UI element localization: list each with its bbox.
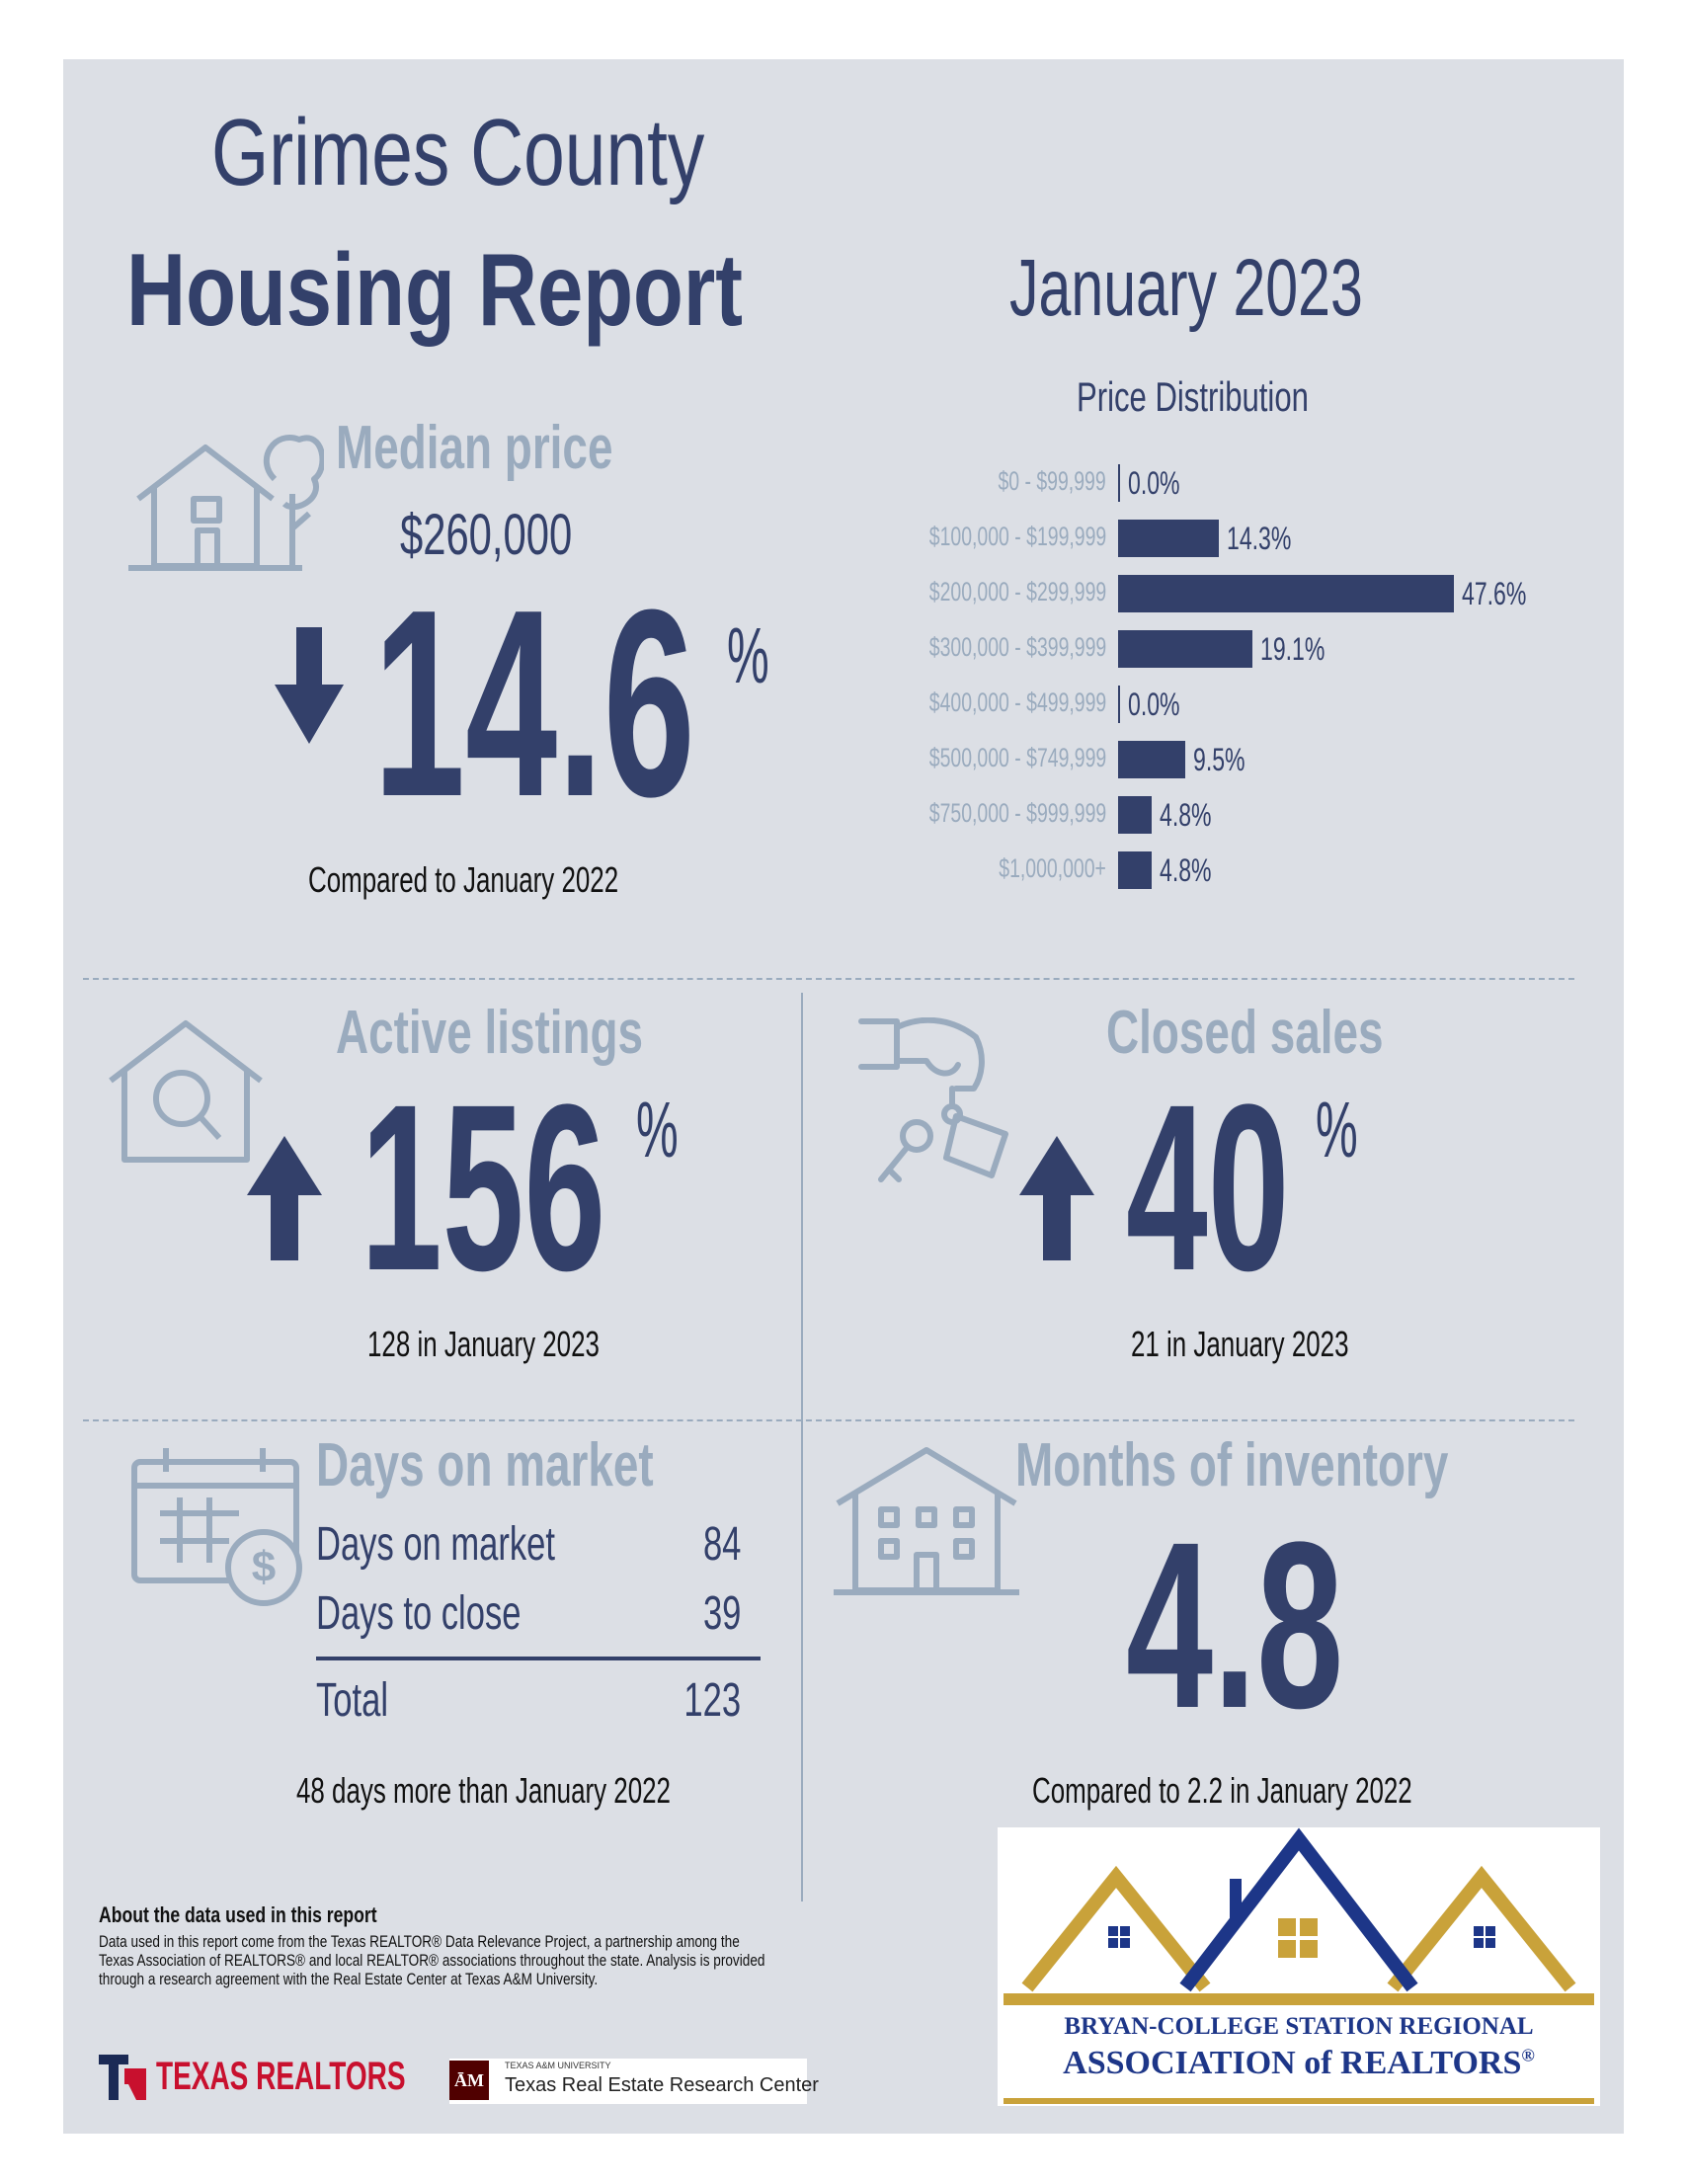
calendar-dollar-icon: $ [131,1448,302,1606]
tamu-mark-icon: ĀM [449,2061,489,2100]
price-range-label: $1,000,000+ [999,853,1106,883]
price-range-label: $500,000 - $749,999 [928,743,1106,772]
dom-total-label: Total [316,1674,389,1727]
county-title: Grimes County [211,100,705,205]
price-bar-value: 19.1% [1260,631,1326,667]
svg-text:$: $ [252,1543,276,1591]
hand-key-icon [858,1017,1008,1182]
bcs-association-logo: BRYAN-COLLEGE STATION REGIONAL ASSOCIATI… [998,1827,1600,2106]
median-caption: Compared to January 2022 [308,859,619,900]
price-bar [1118,851,1153,889]
tamu-logo: ĀM TEXAS A&M UNIVERSITY Texas Real Estat… [449,2059,819,2104]
days-on-market-caption: 48 days more than January 2022 [296,1770,671,1811]
price-range-label: $100,000 - $199,999 [928,522,1106,551]
months-inventory-caption: Compared to 2.2 in January 2022 [1032,1770,1412,1811]
active-percent-sign: % [636,1086,679,1173]
report-month: January 2023 [1009,243,1363,333]
closed-percent-sign: % [1316,1086,1358,1173]
bcs-line2-text: ASSOCIATION of REALTORS [1063,2045,1522,2081]
active-listings-caption: 128 in January 2023 [367,1324,600,1364]
price-bar-value: 0.0% [1128,687,1180,722]
price-bar [1118,520,1220,557]
price-bar-value: 9.5% [1192,742,1245,777]
price-bar [1118,796,1153,834]
tamu-center-label: Texas Real Estate Research Center [505,2074,819,2096]
bcs-line2: ASSOCIATION of REALTORS® [998,2045,1600,2082]
about-text-wrap: Data used in this report come from the T… [99,1932,770,2031]
separator-middle [83,1419,1574,1421]
tamu-university-label: TEXAS A&M UNIVERSITY [505,2061,611,2070]
house-search-icon [109,1020,263,1163]
price-bar [1118,464,1120,502]
apartment-building-icon [834,1447,1019,1595]
dom-row-label: Days to close [316,1587,522,1640]
price-bar [1118,686,1120,723]
price-bar [1118,630,1253,668]
closed-sales-change: 40 [1126,1055,1290,1320]
median-percent-sign: % [727,611,769,699]
price-range-label: $300,000 - $399,999 [928,632,1106,662]
arrow-down-icon [275,627,344,744]
median-change-value: 14.6 [373,555,695,852]
months-inventory-title: Months of inventory [1015,1431,1449,1499]
price-bar [1118,575,1454,612]
dom-total-value: 123 [683,1674,741,1727]
median-price-title: Median price [336,414,613,482]
median-price-value: $260,000 [400,503,573,567]
dom-row-label: Days on market [316,1518,556,1571]
closed-sales-caption: 21 in January 2023 [1131,1324,1349,1364]
active-listings-change: 156 [361,1055,606,1320]
bcs-bottom-rule [1004,2098,1594,2104]
about-text: Data used in this report come from the T… [99,1932,765,1988]
price-bar [1118,741,1185,778]
registered-mark: ® [1521,2045,1535,2065]
separator-vertical [801,993,803,1901]
days-on-market-title: Days on market [316,1431,654,1499]
separator-top [83,978,1574,980]
price-bar-value: 47.6% [1462,576,1527,611]
price-range-label: $200,000 - $299,999 [928,577,1106,607]
bcs-line1: BRYAN-COLLEGE STATION REGIONAL [1064,2013,1534,2040]
texas-realtors-logo-text: TEXAS REALTORS [156,2055,406,2098]
arrow-up-icon [1019,1136,1094,1260]
report-title: Housing Report [126,233,743,348]
closed-sales-title: Closed sales [1106,999,1384,1067]
bcs-roofs-icon [1004,1827,1594,2005]
report-panel [63,59,1624,2134]
price-range-label: $750,000 - $999,999 [928,798,1106,828]
house-tree-icon [128,435,324,571]
months-inventory-value: 4.8 [1126,1493,1344,1757]
price-bar-value: 4.8% [1160,852,1212,888]
price-range-label: $0 - $99,999 [998,466,1106,496]
price-range-label: $400,000 - $499,999 [928,688,1106,717]
arrow-up-icon [247,1136,322,1260]
about-title: About the data used in this report [99,1902,377,1927]
dom-row-value: 84 [702,1518,741,1571]
price-bar-value: 0.0% [1128,465,1180,501]
dom-total-divider [316,1657,761,1660]
active-listings-title: Active listings [336,999,644,1067]
chart-title: Price Distribution [1077,373,1309,420]
dom-row-value: 39 [702,1587,741,1640]
price-bar-value: 4.8% [1160,797,1212,833]
texas-realtors-logo-icon [99,2055,146,2100]
price-bar-value: 14.3% [1227,521,1292,556]
